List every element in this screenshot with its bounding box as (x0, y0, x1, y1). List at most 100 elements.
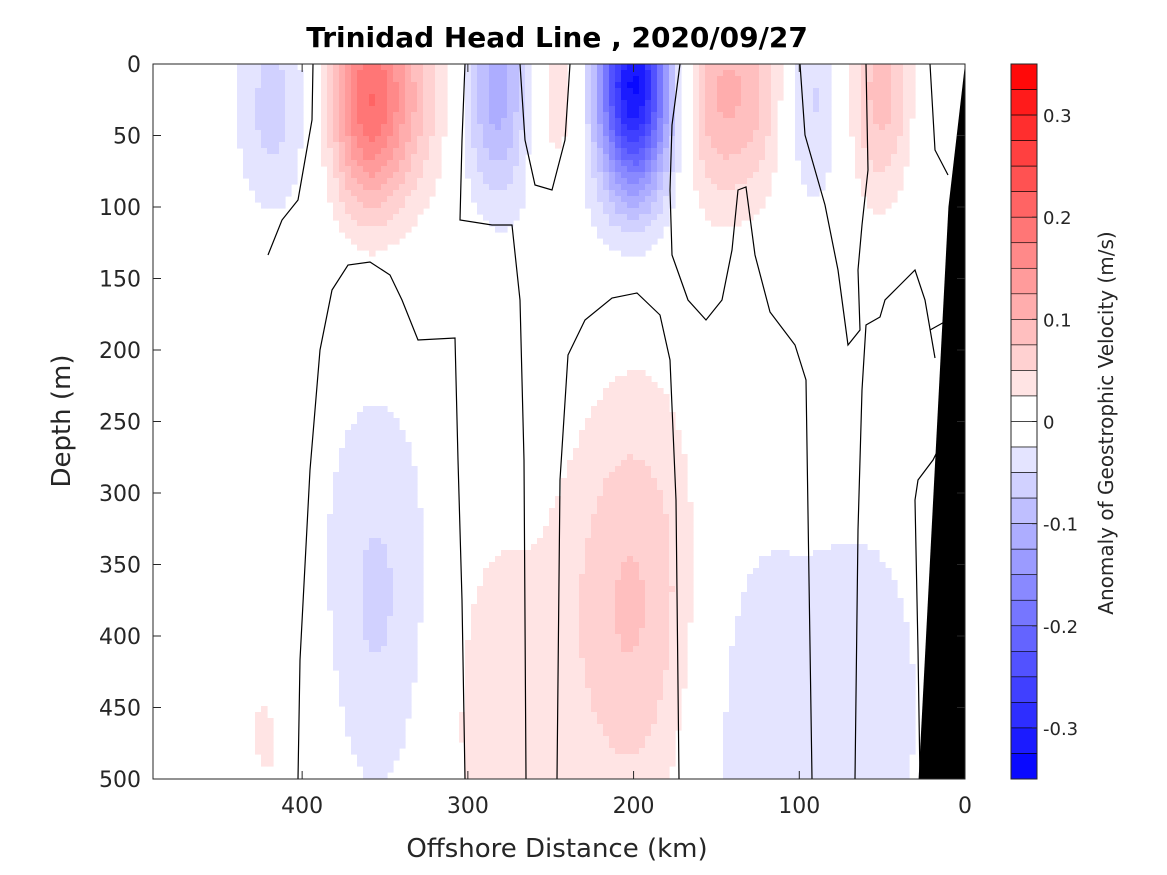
field-cell (579, 658, 586, 665)
field-cell (675, 532, 682, 539)
field-cell (621, 562, 628, 569)
field-cell (825, 664, 832, 671)
field-cell (369, 628, 376, 635)
field-cell (717, 130, 724, 137)
field-cell (495, 658, 502, 665)
field-cell (345, 130, 352, 137)
field-cell (753, 64, 760, 71)
field-cell (657, 130, 664, 137)
field-cell (603, 184, 610, 191)
field-cell (327, 130, 334, 137)
field-cell (381, 526, 388, 533)
field-cell (705, 112, 712, 119)
field-cell (393, 658, 400, 665)
field-cell (477, 130, 484, 137)
field-cell (399, 592, 406, 599)
field-cell (597, 538, 604, 545)
field-cell (603, 448, 610, 455)
field-cell (819, 574, 826, 581)
field-cell (615, 136, 622, 143)
field-cell (861, 172, 868, 179)
field-cell (531, 670, 538, 677)
field-cell (681, 466, 688, 473)
field-cell (573, 544, 580, 551)
field-cell (675, 502, 682, 509)
field-cell (813, 616, 820, 623)
field-cell (525, 586, 532, 593)
field-cell (381, 244, 388, 251)
field-cell (273, 202, 280, 209)
field-cell (879, 598, 886, 605)
field-cell (363, 460, 370, 467)
field-cell (357, 544, 364, 551)
field-cell (795, 640, 802, 647)
field-cell (369, 490, 376, 497)
field-cell (861, 664, 868, 671)
field-cell (327, 136, 334, 143)
field-cell (615, 394, 622, 401)
field-cell (615, 664, 622, 671)
field-cell (879, 196, 886, 203)
field-cell (603, 112, 610, 119)
field-cell (579, 508, 586, 515)
field-cell (741, 106, 748, 113)
field-cell (525, 112, 532, 119)
field-cell (387, 664, 394, 671)
field-cell (273, 94, 280, 101)
field-cell (741, 664, 748, 671)
field-cell (813, 592, 820, 599)
field-cell (417, 514, 424, 521)
field-cell (363, 124, 370, 131)
field-cell (819, 652, 826, 659)
field-cell (663, 184, 670, 191)
field-cell (411, 652, 418, 659)
field-cell (507, 208, 514, 215)
field-cell (411, 82, 418, 89)
field-cell (615, 184, 622, 191)
field-cell (627, 610, 634, 617)
field-cell (573, 460, 580, 467)
field-cell (621, 568, 628, 575)
field-cell (681, 490, 688, 497)
field-cell (609, 100, 616, 107)
field-cell (897, 70, 904, 77)
field-cell (621, 184, 628, 191)
field-cell (885, 148, 892, 155)
field-cell (567, 598, 574, 605)
field-cell (273, 118, 280, 125)
field-cell (597, 460, 604, 467)
field-cell (279, 160, 286, 167)
field-cell (717, 184, 724, 191)
field-cell (579, 652, 586, 659)
field-cell (657, 64, 664, 71)
field-cell (819, 622, 826, 629)
field-cell (525, 118, 532, 125)
field-cell (819, 178, 826, 185)
field-cell (561, 592, 568, 599)
field-cell (669, 448, 676, 455)
field-cell (897, 610, 904, 617)
field-cell (717, 202, 724, 209)
field-cell (495, 634, 502, 641)
field-cell (873, 196, 880, 203)
field-cell (237, 100, 244, 107)
field-cell (681, 508, 688, 515)
field-cell (891, 100, 898, 107)
field-cell (855, 130, 862, 137)
field-cell (657, 472, 664, 479)
field-cell (489, 664, 496, 671)
field-cell (363, 130, 370, 137)
field-cell (411, 220, 418, 227)
field-cell (801, 76, 808, 83)
field-cell (867, 670, 874, 677)
field-cell (873, 598, 880, 605)
field-cell (789, 682, 796, 689)
field-cell (477, 94, 484, 101)
field-cell (351, 76, 358, 83)
field-cell (771, 676, 778, 683)
field-cell (663, 442, 670, 449)
field-cell (795, 682, 802, 689)
field-cell (345, 538, 352, 545)
field-cell (591, 592, 598, 599)
chart-title: Trinidad Head Line , 2020/09/27 (306, 21, 808, 54)
